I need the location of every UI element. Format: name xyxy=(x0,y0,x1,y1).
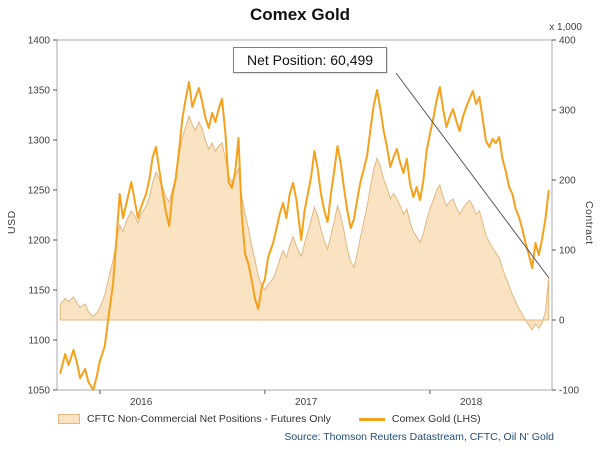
svg-text:1300: 1300 xyxy=(28,136,51,147)
chart-title: Comex Gold xyxy=(249,5,351,24)
line-swatch-icon xyxy=(358,417,385,421)
svg-text:1400: 1400 xyxy=(28,36,51,47)
svg-text:1150: 1150 xyxy=(28,286,50,297)
svg-text:2017: 2017 xyxy=(295,397,318,408)
svg-text:1350: 1350 xyxy=(28,86,51,97)
svg-text:2018: 2018 xyxy=(460,397,483,408)
right-axis-label: Contract xyxy=(583,200,595,245)
legend-label-comex-gold: Comex Gold (LHS) xyxy=(391,413,481,425)
svg-text:100: 100 xyxy=(559,246,576,257)
svg-text:400: 400 xyxy=(559,36,576,47)
legend-item-net-positions: CFTC Non-Commercial Net Positions - Futu… xyxy=(58,413,331,425)
svg-text:300: 300 xyxy=(559,106,576,117)
source-text: Source: Thomson Reuters Datastream, CFTC… xyxy=(284,431,554,443)
annotation-box: Net Position: 60,499 xyxy=(233,47,388,73)
svg-text:1200: 1200 xyxy=(28,236,51,247)
svg-text:1050: 1050 xyxy=(28,386,51,397)
svg-text:2016: 2016 xyxy=(130,397,153,408)
svg-text:0: 0 xyxy=(559,316,565,327)
svg-text:1100: 1100 xyxy=(28,336,50,347)
legend-label-net-positions: CFTC Non-Commercial Net Positions - Futu… xyxy=(87,413,331,425)
area-swatch-icon xyxy=(58,414,80,424)
legend-item-comex-gold: Comex Gold (LHS) xyxy=(358,413,481,425)
svg-text:200: 200 xyxy=(559,176,576,187)
legend: CFTC Non-Commercial Net Positions - Futu… xyxy=(58,413,580,425)
svg-text:1250: 1250 xyxy=(28,186,51,197)
right-axis-unit: x 1,000 xyxy=(549,22,582,33)
svg-text:-100: -100 xyxy=(559,386,579,397)
